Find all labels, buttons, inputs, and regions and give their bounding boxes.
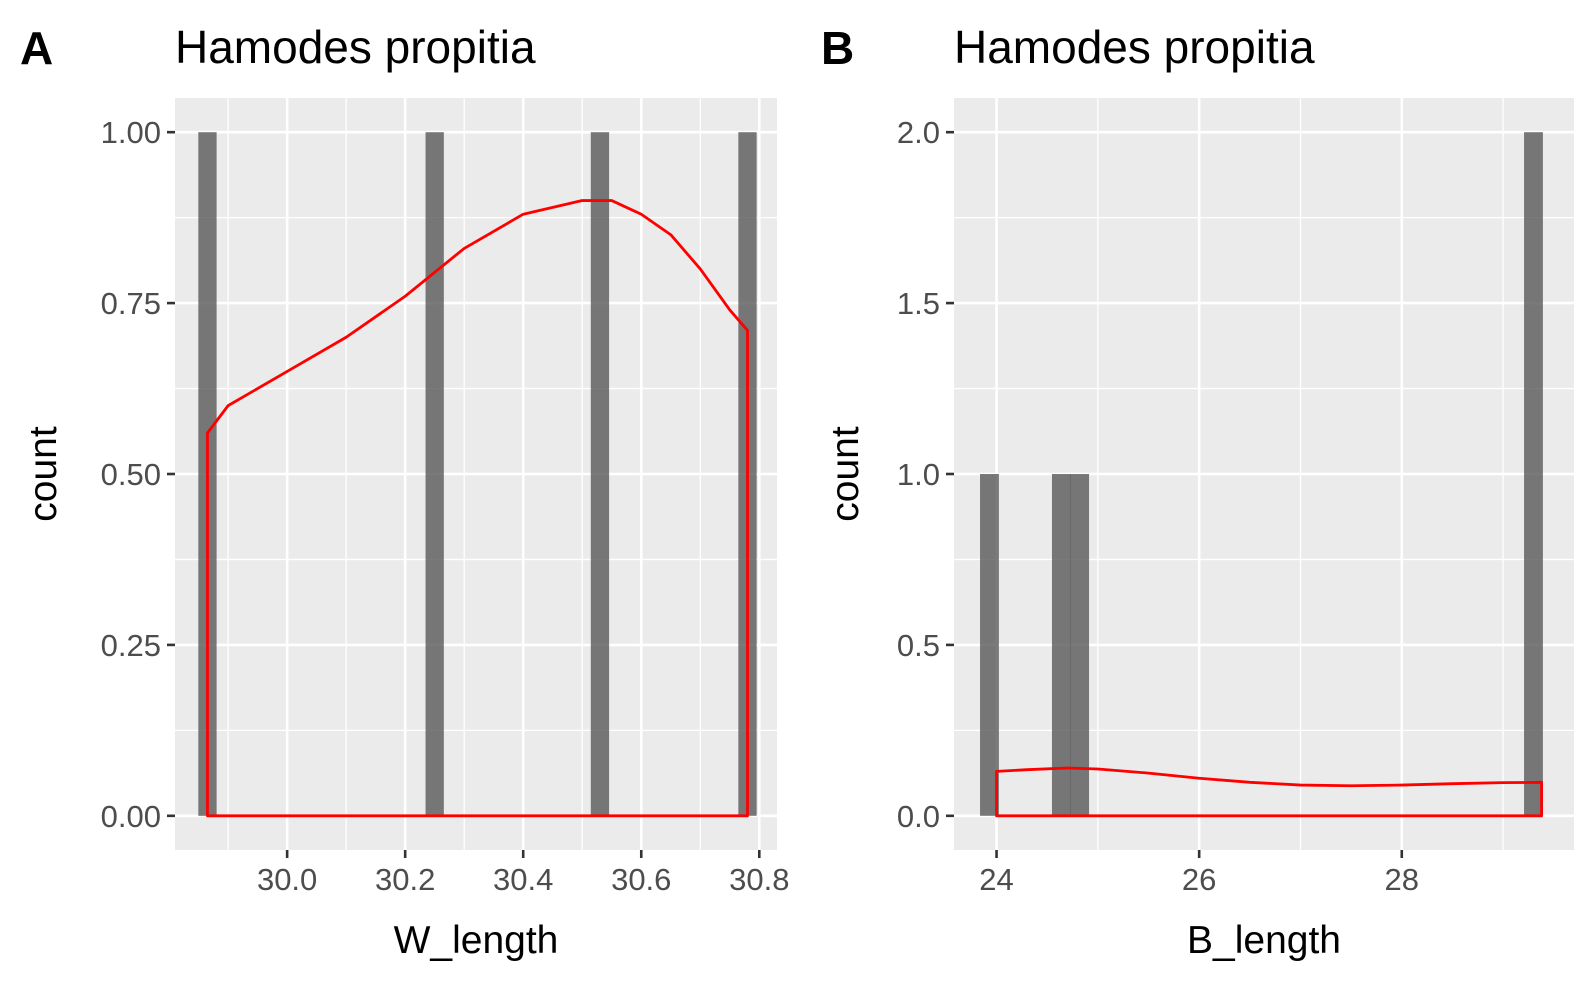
panel-b-y-tick-label: 1.0 xyxy=(897,457,940,492)
panel-a-x-tick-label: 30.2 xyxy=(375,862,435,897)
panel-a-x-axis: 30.0 30.2 30.4 30.6 30.8 xyxy=(257,850,789,897)
panel-a-x-tick-label: 30.8 xyxy=(729,862,789,897)
panel-b-histogram-bar xyxy=(1524,132,1543,816)
panel-b: B Hamodes propitia 0.00.51.01.52.0 24 26 2… xyxy=(821,21,1574,962)
panel-b-y-tick-label: 0.0 xyxy=(897,799,940,834)
panel-a-density-curve xyxy=(206,199,749,818)
panel-a-y-axis-title: count xyxy=(22,426,65,522)
panel-b-bars xyxy=(980,132,1543,816)
panel-b-title: Hamodes propitia xyxy=(954,21,1315,73)
panel-a-x-tick-label: 30.0 xyxy=(257,862,317,897)
panel-a-histogram-bar xyxy=(590,132,610,816)
panel-a-title: Hamodes propitia xyxy=(175,21,536,73)
panel-b-y-tick-label: 1.5 xyxy=(897,286,940,321)
panel-a: A Hamodes propitia 0.000.250.500.751.00 … xyxy=(20,21,789,962)
panel-a-x-tick-label: 30.6 xyxy=(611,862,671,897)
panel-b-tag: B xyxy=(821,22,854,74)
panel-a-y-tick-label: 0.00 xyxy=(101,799,161,834)
panel-b-x-tick-label: 26 xyxy=(1182,862,1216,897)
panel-a-y-tick-label: 1.00 xyxy=(101,115,161,150)
panel-a-y-tick-label: 0.25 xyxy=(101,628,161,663)
panel-a-x-tick-label: 30.4 xyxy=(493,862,553,897)
panel-b-x-axis-title: B_length xyxy=(1187,919,1341,962)
panel-b-y-tick-label: 2.0 xyxy=(897,115,940,150)
panel-a-histogram-bar xyxy=(425,132,444,816)
panel-b-density-curve xyxy=(995,766,1543,818)
panel-b-y-axis: 0.0 0.5 1.0 1.5 2.0 xyxy=(897,115,954,834)
panel-b-histogram-bar xyxy=(1051,474,1071,816)
panel-b-x-axis: 24 26 28 xyxy=(979,850,1419,897)
panel-a-tag: A xyxy=(20,22,53,74)
panel-a-y-axis: 0.00 0.25 0.50 0.75 1.00 xyxy=(101,115,175,834)
panel-b-histogram-bar xyxy=(980,474,999,816)
panel-b-x-tick-label: 28 xyxy=(1385,862,1419,897)
panel-b-y-axis-title: count xyxy=(824,426,867,522)
panel-a-y-tick-label: 0.75 xyxy=(101,286,161,321)
panel-b-x-tick-label: 24 xyxy=(979,862,1013,897)
panel-b-histogram-bar xyxy=(1070,474,1090,816)
panel-a-y-tick-label: 0.50 xyxy=(101,457,161,492)
panel-b-y-tick-label: 0.5 xyxy=(897,628,940,663)
panel-a-x-axis-title: W_length xyxy=(394,919,559,962)
